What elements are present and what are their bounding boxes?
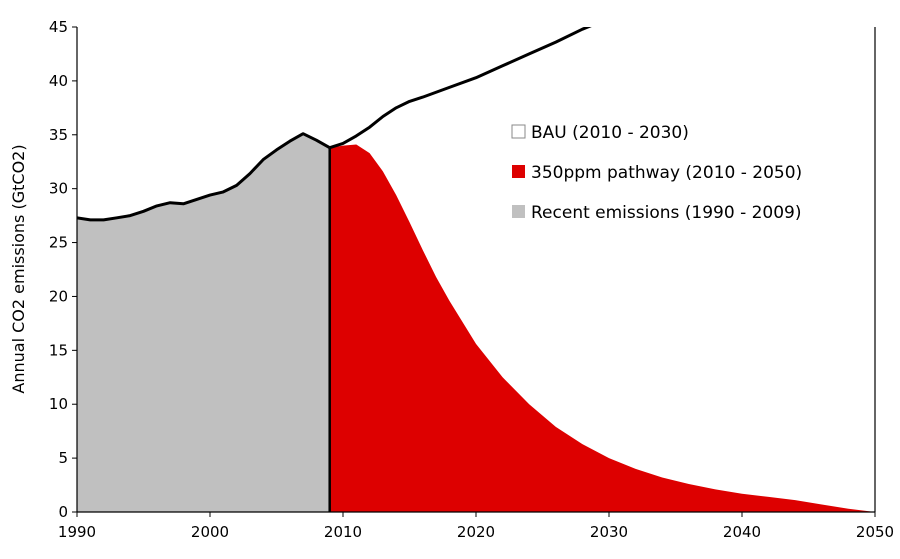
legend-swatch <box>512 205 525 218</box>
y-tick-label: 15 <box>49 341 68 359</box>
x-tick-label: 2040 <box>723 523 761 541</box>
y-tick-label: 25 <box>49 234 68 252</box>
legend-label: 350ppm pathway (2010 - 2050) <box>531 163 802 183</box>
y-axis-label: Annual CO2 emissions (GtCO2) <box>9 144 28 393</box>
x-tick-label: 2010 <box>324 523 362 541</box>
y-tick-label: 10 <box>49 395 68 413</box>
series-recent-area <box>77 133 330 512</box>
legend-label: Recent emissions (1990 - 2009) <box>531 203 802 223</box>
legend-label: BAU (2010 - 2030) <box>531 123 689 143</box>
x-tick-label: 2050 <box>856 523 894 541</box>
x-tick-label: 2000 <box>191 523 229 541</box>
x-tick-label: 1990 <box>58 523 96 541</box>
y-tick-label: 20 <box>49 287 68 305</box>
legend-swatch <box>511 124 526 139</box>
x-tick-label: 2030 <box>590 523 628 541</box>
series-recent-line <box>77 132 331 222</box>
series-350ppm-area <box>329 144 875 512</box>
legend: BAU (2010 - 2030) 350ppm pathway (2010 - … <box>511 123 802 223</box>
y-tick-label: 35 <box>49 126 68 144</box>
series-bau-line <box>329 27 592 150</box>
y-tick-label: 30 <box>49 180 68 198</box>
y-tick-label: 40 <box>49 72 68 90</box>
plot-area <box>77 27 875 512</box>
y-tick-label: 45 <box>49 18 68 36</box>
y-tick-label: 0 <box>58 503 68 521</box>
x-tick-label: 2020 <box>457 523 495 541</box>
legend-swatch <box>512 165 525 178</box>
axes: 0 5 10 15 20 25 30 35 40 45 1990 2000 2010 2020 2030 20… <box>49 18 894 541</box>
y-tick-label: 5 <box>58 449 68 467</box>
